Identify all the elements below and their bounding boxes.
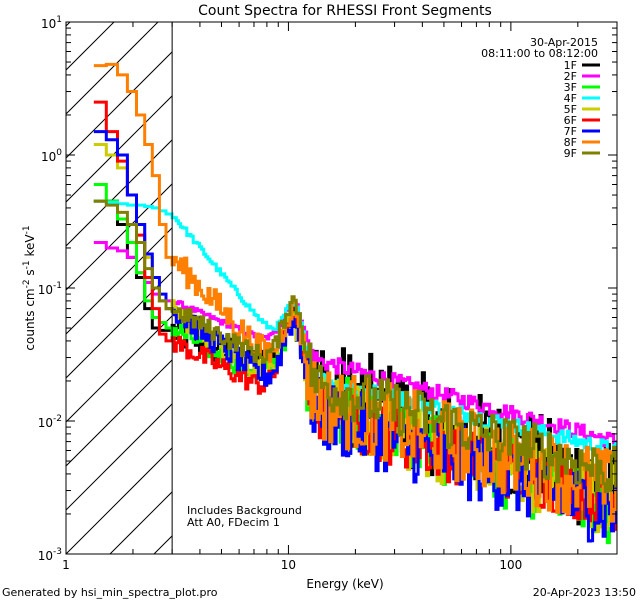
x-tick-label: 10 xyxy=(281,558,296,572)
legend-label-4F: 4F xyxy=(564,92,577,105)
axis-ticks: 1 10 100 10-3 10-2 10-1 100 101 xyxy=(38,15,618,572)
x-tick-label: 100 xyxy=(499,558,522,572)
hatch-line xyxy=(66,227,173,335)
date-label: 30-Apr-2015 xyxy=(530,36,598,49)
annotation-attenuator: Att A0, FDecim 1 xyxy=(187,516,280,529)
annotation-background: Includes Background xyxy=(187,504,302,517)
chart-title: Count Spectra for RHESSI Front Segments xyxy=(198,3,492,19)
hatch-line xyxy=(66,22,159,115)
legend-label-9F: 9F xyxy=(564,147,577,160)
legend-label-6F: 6F xyxy=(564,114,577,127)
legend-label-8F: 8F xyxy=(564,136,577,149)
legend-label-5F: 5F xyxy=(564,103,577,116)
footer-generated-by: Generated by hsi_min_spectra_plot.pro xyxy=(2,586,218,599)
y-tick-label: 100 xyxy=(41,148,62,164)
y-tick-label: 10-3 xyxy=(38,547,62,563)
series-layer xyxy=(93,62,617,545)
y-axis-label: counts cm-2 s-1 keV-1 xyxy=(22,225,37,350)
x-axis-label: Energy (keV) xyxy=(306,577,383,591)
x-tick-label: 1 xyxy=(62,558,70,572)
legend-label-1F: 1F xyxy=(564,59,577,72)
hatch-line xyxy=(66,359,173,467)
legend-label-7F: 7F xyxy=(564,125,577,138)
hatch-line xyxy=(66,447,173,554)
legend-label-3F: 3F xyxy=(564,81,577,94)
series-8F xyxy=(93,62,617,523)
time-range-label: 08:11:00 to 08:12:00 xyxy=(481,47,598,60)
hatch-line xyxy=(66,403,173,511)
footer-timestamp: 20-Apr-2023 13:50 xyxy=(533,586,636,599)
series-line-8F xyxy=(93,62,617,523)
y-tick-label: 10-2 xyxy=(38,414,62,430)
legend-label-2F: 2F xyxy=(564,70,577,83)
series-9F xyxy=(93,199,617,494)
series-line-9F xyxy=(93,199,617,494)
hatch-line xyxy=(66,51,173,159)
y-tick-label: 101 xyxy=(41,15,62,31)
hatch-line xyxy=(66,95,173,203)
y-tick-label: 10-1 xyxy=(38,281,62,297)
